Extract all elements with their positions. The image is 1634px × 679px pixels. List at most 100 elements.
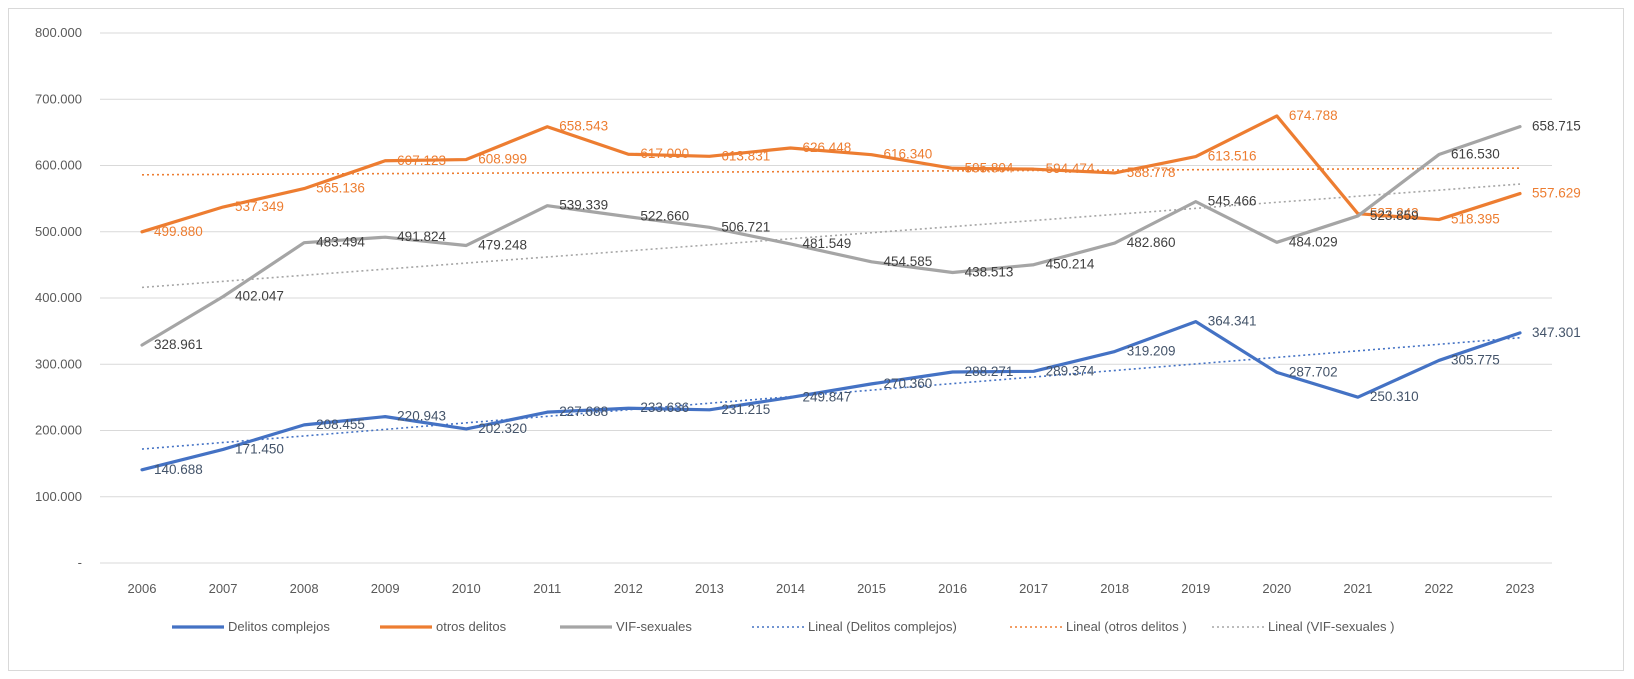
series-line-otros-delitos xyxy=(140,114,1522,234)
data-label-otros-delitos-2018: 588.778 xyxy=(1127,165,1176,180)
data-label-delitos-complejos-2018: 319.209 xyxy=(1127,344,1176,359)
data-label-vif-sexuales-2018: 482.860 xyxy=(1127,235,1176,250)
data-label-vif-sexuales-2013: 506.721 xyxy=(721,219,770,234)
data-label-vif-sexuales-2020: 484.029 xyxy=(1289,234,1338,249)
data-label-otros-delitos-2011: 658.543 xyxy=(559,119,608,134)
data-label-delitos-complejos-2008: 208.455 xyxy=(316,417,365,432)
legend-label-otros-delitos: otros delitos xyxy=(436,619,507,634)
data-label-delitos-complejos-2006: 140.688 xyxy=(154,462,203,477)
data-label-vif-sexuales-2011: 539.339 xyxy=(559,198,608,213)
data-label-vif-sexuales-2022: 616.530 xyxy=(1451,147,1500,162)
x-tick-label-2013: 2013 xyxy=(695,581,724,596)
legend-label-lineal-otros-delitos: Lineal (otros delitos ) xyxy=(1066,619,1187,634)
data-label-otros-delitos-2022: 518.395 xyxy=(1451,212,1500,227)
trendline-delitos-complejos xyxy=(141,336,1521,450)
trendlines xyxy=(141,167,1521,450)
data-label-otros-delitos-2007: 537.349 xyxy=(235,199,284,214)
y-tick-label: 800.000 xyxy=(35,25,82,40)
data-label-vif-sexuales-2015: 454.585 xyxy=(884,254,933,269)
data-label-delitos-complejos-2017: 289.374 xyxy=(1046,363,1095,378)
data-label-vif-sexuales-2006: 328.961 xyxy=(154,337,203,352)
trendline-vif-sexuales xyxy=(141,183,1521,289)
x-tick-label-2010: 2010 xyxy=(452,581,481,596)
data-label-delitos-complejos-2009: 220.943 xyxy=(397,409,446,424)
data-label-delitos-complejos-2023: 347.301 xyxy=(1532,325,1581,340)
legend-label-lineal-delitos-complejos: Lineal (Delitos complejos) xyxy=(808,619,957,634)
data-label-delitos-complejos-2014: 249.847 xyxy=(802,389,851,404)
data-label-otros-delitos-2014: 626.448 xyxy=(802,140,851,155)
data-label-delitos-complejos-2007: 171.450 xyxy=(235,441,284,456)
x-tick-label-2018: 2018 xyxy=(1100,581,1129,596)
x-tick-label-2022: 2022 xyxy=(1424,581,1453,596)
data-label-otros-delitos-2015: 616.340 xyxy=(884,147,933,162)
data-label-delitos-complejos-2010: 202.320 xyxy=(478,421,527,436)
data-label-otros-delitos-2012: 617.000 xyxy=(640,146,689,161)
data-label-delitos-complejos-2016: 288.271 xyxy=(965,364,1014,379)
y-axis: - 100.000 200.000 300.000 400.000 500.000 600.… xyxy=(35,25,82,570)
data-label-otros-delitos-2010: 608.999 xyxy=(478,152,527,167)
series-lines xyxy=(140,114,1522,472)
data-label-otros-delitos-2013: 613.831 xyxy=(721,148,770,163)
data-label-vif-sexuales-2016: 438.513 xyxy=(965,264,1014,279)
data-label-otros-delitos-2006: 499.880 xyxy=(154,224,203,239)
data-label-otros-delitos-2017: 594.474 xyxy=(1046,161,1095,176)
data-label-otros-delitos-2008: 565.136 xyxy=(316,181,365,196)
x-tick-label-2023: 2023 xyxy=(1506,581,1535,596)
data-label-otros-delitos-2021: 527.243 xyxy=(1370,206,1419,221)
x-tick-label-2012: 2012 xyxy=(614,581,643,596)
data-labels: 140.688 171.450 208.455 220.943 202.320 227.6… xyxy=(154,108,1581,477)
legend-label-delitos-complejos: Delitos complejos xyxy=(228,619,330,634)
x-tick-label-2008: 2008 xyxy=(290,581,319,596)
x-tick-label-2011: 2011 xyxy=(533,581,561,596)
y-tick-label: - xyxy=(78,555,82,570)
data-label-delitos-complejos-2022: 305.775 xyxy=(1451,352,1500,367)
data-label-delitos-complejos-2020: 287.702 xyxy=(1289,364,1338,379)
data-label-delitos-complejos-2019: 364.341 xyxy=(1208,314,1257,329)
data-label-vif-sexuales-2010: 479.248 xyxy=(478,237,527,252)
y-tick-label: 100.000 xyxy=(35,489,82,504)
data-label-vif-sexuales-2007: 402.047 xyxy=(235,289,284,304)
data-label-vif-sexuales-2021: 523.859 xyxy=(1370,208,1419,223)
data-label-vif-sexuales-2023: 658.715 xyxy=(1532,119,1581,134)
x-tick-label-2016: 2016 xyxy=(938,581,967,596)
x-axis: 2006 2007 2008 2009 2010 2011 2012 2013 2014 2015… xyxy=(128,581,1535,596)
data-label-delitos-complejos-2012: 233.636 xyxy=(640,400,689,415)
legend-label-vif-sexuales: VIF-sexuales xyxy=(616,619,692,634)
x-tick-label-2019: 2019 xyxy=(1181,581,1210,596)
data-label-vif-sexuales-2008: 483.494 xyxy=(316,235,365,250)
x-tick-label-2017: 2017 xyxy=(1019,581,1048,596)
data-label-otros-delitos-2009: 607.123 xyxy=(397,153,446,168)
data-label-delitos-complejos-2015: 270.360 xyxy=(884,376,933,391)
data-label-vif-sexuales-2019: 545.466 xyxy=(1208,194,1257,209)
y-tick-label: 700.000 xyxy=(35,91,82,106)
y-tick-label: 600.000 xyxy=(35,158,82,173)
x-tick-label-2014: 2014 xyxy=(776,581,805,596)
x-tick-label-2006: 2006 xyxy=(128,581,157,596)
data-label-otros-delitos-2019: 613.516 xyxy=(1208,149,1257,164)
y-tick-label: 400.000 xyxy=(35,290,82,305)
data-label-vif-sexuales-2017: 450.214 xyxy=(1046,257,1095,272)
x-tick-label-2021: 2021 xyxy=(1343,581,1372,596)
x-tick-label-2009: 2009 xyxy=(371,581,400,596)
series-line-vif-sexuales xyxy=(140,125,1522,347)
data-label-vif-sexuales-2014: 481.549 xyxy=(802,236,851,251)
data-label-otros-delitos-2023: 557.629 xyxy=(1532,186,1581,201)
y-tick-label: 500.000 xyxy=(35,224,82,239)
legend-label-lineal-vif-sexuales: Lineal (VIF-sexuales ) xyxy=(1268,619,1394,634)
data-label-delitos-complejos-2013: 231.215 xyxy=(721,402,770,417)
legend: Delitos complejos otros delitos VIF-sexual… xyxy=(172,619,1394,634)
data-label-delitos-complejos-2021: 250.310 xyxy=(1370,389,1419,404)
y-tick-label: 200.000 xyxy=(35,423,82,438)
x-tick-label-2020: 2020 xyxy=(1262,581,1291,596)
data-label-delitos-complejos-2011: 227.688 xyxy=(559,404,608,419)
data-label-otros-delitos-2020: 674.788 xyxy=(1289,108,1338,123)
data-label-vif-sexuales-2012: 522.660 xyxy=(640,209,689,224)
data-label-vif-sexuales-2009: 491.824 xyxy=(397,229,446,244)
x-tick-label-2007: 2007 xyxy=(209,581,238,596)
x-tick-label-2015: 2015 xyxy=(857,581,886,596)
chart-frame xyxy=(8,8,1624,671)
y-tick-label: 300.000 xyxy=(35,356,82,371)
data-label-otros-delitos-2016: 595.804 xyxy=(965,160,1014,175)
series-line-delitos-complejos xyxy=(140,320,1522,472)
